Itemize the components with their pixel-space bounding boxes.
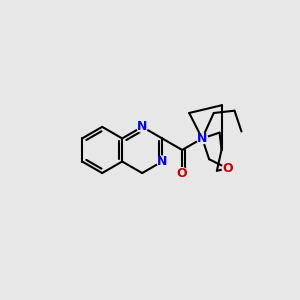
Circle shape <box>157 156 168 167</box>
Circle shape <box>177 168 188 178</box>
Circle shape <box>222 163 233 174</box>
Text: N: N <box>137 120 147 134</box>
Circle shape <box>137 122 148 132</box>
Text: O: O <box>222 162 233 175</box>
Text: N: N <box>157 155 167 168</box>
Circle shape <box>197 133 208 144</box>
Text: O: O <box>177 167 188 180</box>
Text: N: N <box>197 132 207 145</box>
